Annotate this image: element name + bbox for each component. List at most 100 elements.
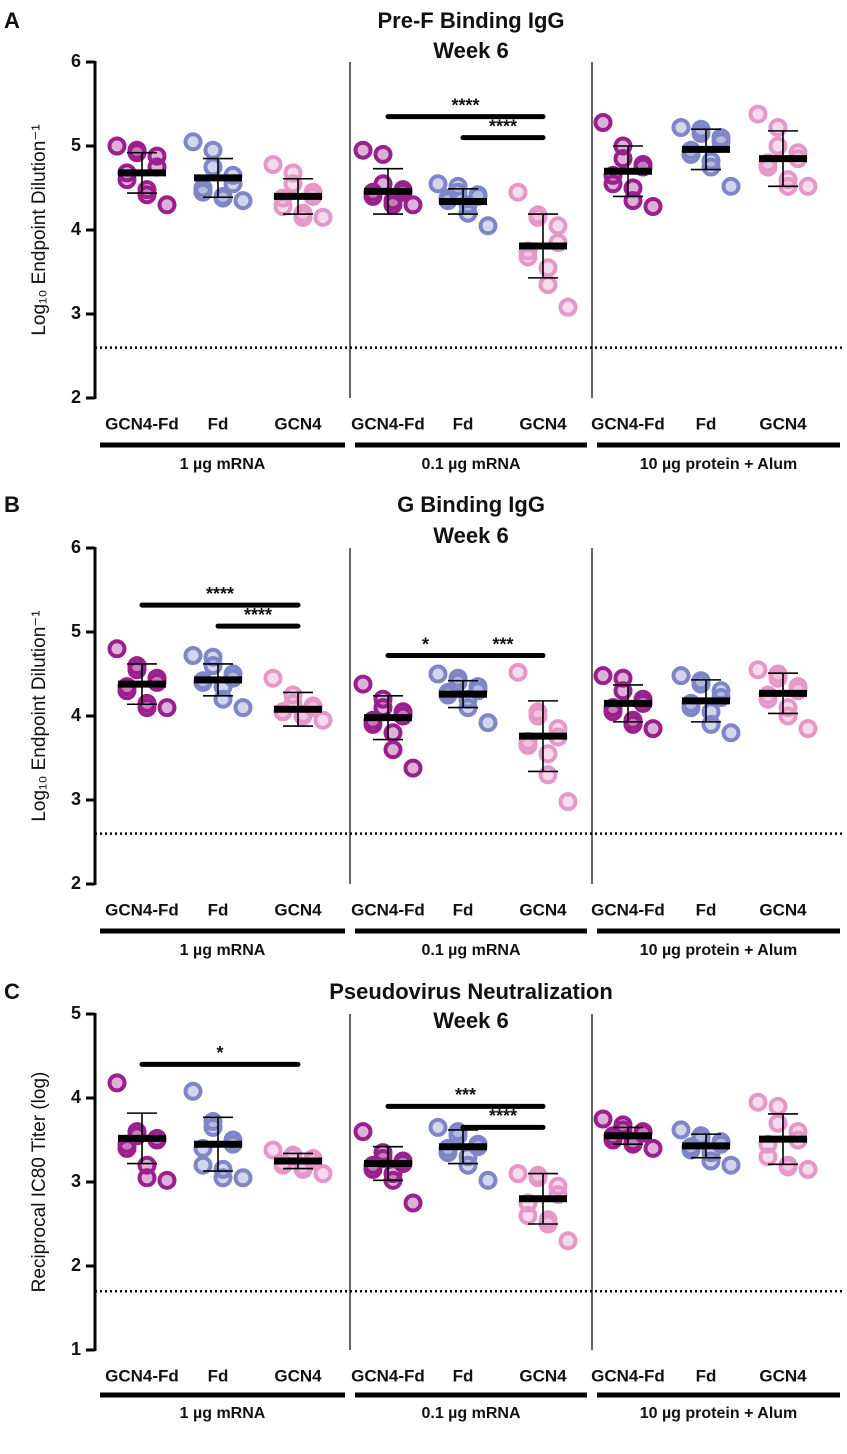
category-label: GCN4-Fd [591,1366,665,1385]
y-axis-label: Log₁₀ Endpoint Dilution⁻¹ [29,610,50,821]
category-label: Fd [696,1366,717,1385]
data-point [778,706,798,726]
data-point [213,188,233,208]
data-point [643,719,663,739]
data-point [203,140,223,160]
panel-label: B [4,492,20,517]
data-point [183,646,203,666]
data-point [721,723,741,743]
group-label: 0.1 µg mRNA [421,456,520,473]
chart-subtitle: Week 6 [433,38,508,63]
data-point [643,1138,663,1158]
significance-label: *** [455,1085,476,1105]
category-label: GCN4 [519,414,567,433]
data-point [183,132,203,152]
data-point [203,1117,223,1137]
category-label: GCN4-Fd [105,414,179,433]
category-label: GCN4 [759,900,807,919]
data-point [593,112,613,132]
data-point [758,1147,778,1167]
significance-label: **** [451,95,479,115]
data-point [203,656,223,676]
y-tick-label: 6 [71,537,81,557]
data-point [593,666,613,686]
y-axis-label: Reciprocal IC80 Titer (log) [29,1072,50,1293]
y-tick-label: 6 [71,51,81,71]
data-point [768,1096,788,1116]
data-point [193,182,213,202]
y-tick-label: 3 [71,303,81,323]
significance-label: * [422,634,429,654]
data-point [538,744,558,764]
data-point [721,176,741,196]
category-label: Fd [696,900,717,919]
data-point [313,710,333,730]
category-label: GCN4 [274,414,322,433]
category-label: GCN4 [519,900,567,919]
data-point [768,1113,788,1133]
category-label: GCN4-Fd [105,900,179,919]
chart-title: Pre-F Binding IgG [378,8,565,33]
data-point [458,1155,478,1175]
data-point [157,195,177,215]
y-axis-label: Log₁₀ Endpoint Dilution⁻¹ [29,124,50,335]
category-label: GCN4 [759,414,807,433]
data-point [778,1157,798,1177]
data-point [107,136,127,156]
data-point [613,681,633,701]
category-label: Fd [453,900,474,919]
category-label: Fd [208,414,229,433]
y-tick-label: 5 [71,135,81,155]
group-label: 1 µg mRNA [180,1405,266,1422]
category-label: GCN4 [274,900,322,919]
data-point [748,660,768,680]
chart-title: G Binding IgG [397,492,545,517]
data-point [508,1164,528,1184]
category-label: GCN4-Fd [351,414,425,433]
y-tick-label: 1 [71,1339,81,1359]
data-point [383,195,403,215]
data-point [558,792,578,812]
data-point [701,714,721,734]
significance-label: **** [244,605,272,625]
data-point [768,136,788,156]
category-label: Fd [696,414,717,433]
data-point [353,674,373,694]
y-tick-label: 5 [71,1003,81,1023]
data-point [117,1138,137,1158]
data-point [107,1073,127,1093]
data-point [263,668,283,688]
data-point [671,1120,691,1140]
data-point [478,216,498,236]
data-point [157,1170,177,1190]
data-point [313,207,333,227]
category-label: Fd [453,1366,474,1385]
data-point [478,1170,498,1190]
significance-label: **** [206,584,234,604]
data-point [137,1168,157,1188]
data-point [518,1206,538,1226]
group-label: 1 µg mRNA [180,456,266,473]
data-point [283,174,303,194]
data-point [273,196,293,216]
significance-label: **** [489,1106,517,1126]
data-point [721,1155,741,1175]
data-point [538,275,558,295]
data-point [623,178,643,198]
data-point [508,662,528,682]
data-point [233,1168,253,1188]
data-point [748,1092,768,1112]
data-point [107,639,127,659]
group-label: 10 µg protein + Alum [640,456,798,473]
data-point [508,182,528,202]
group-label: 0.1 µg mRNA [421,1405,520,1422]
data-point [127,660,147,680]
data-point [548,216,568,236]
group-label: 10 µg protein + Alum [640,942,798,959]
y-tick-label: 4 [71,1087,81,1107]
category-label: GCN4 [274,1366,322,1385]
data-point [403,195,423,215]
data-point [233,698,253,718]
data-point [518,247,538,267]
